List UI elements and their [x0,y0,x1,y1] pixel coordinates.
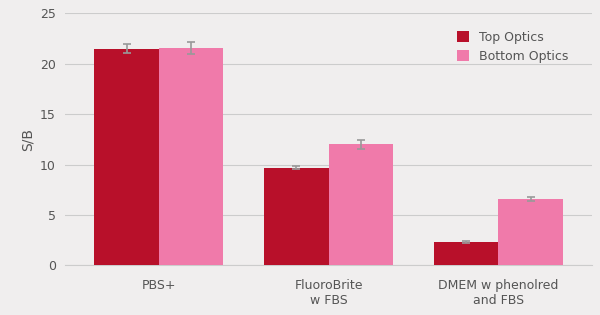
Bar [94,49,159,266]
Bar [264,168,329,266]
Bar [434,242,499,266]
Bar [329,145,393,266]
Bar [499,199,563,266]
Y-axis label: S/B: S/B [20,128,34,151]
Legend: Top Optics, Bottom Optics: Top Optics, Bottom Optics [451,25,575,69]
Bar [159,48,223,266]
